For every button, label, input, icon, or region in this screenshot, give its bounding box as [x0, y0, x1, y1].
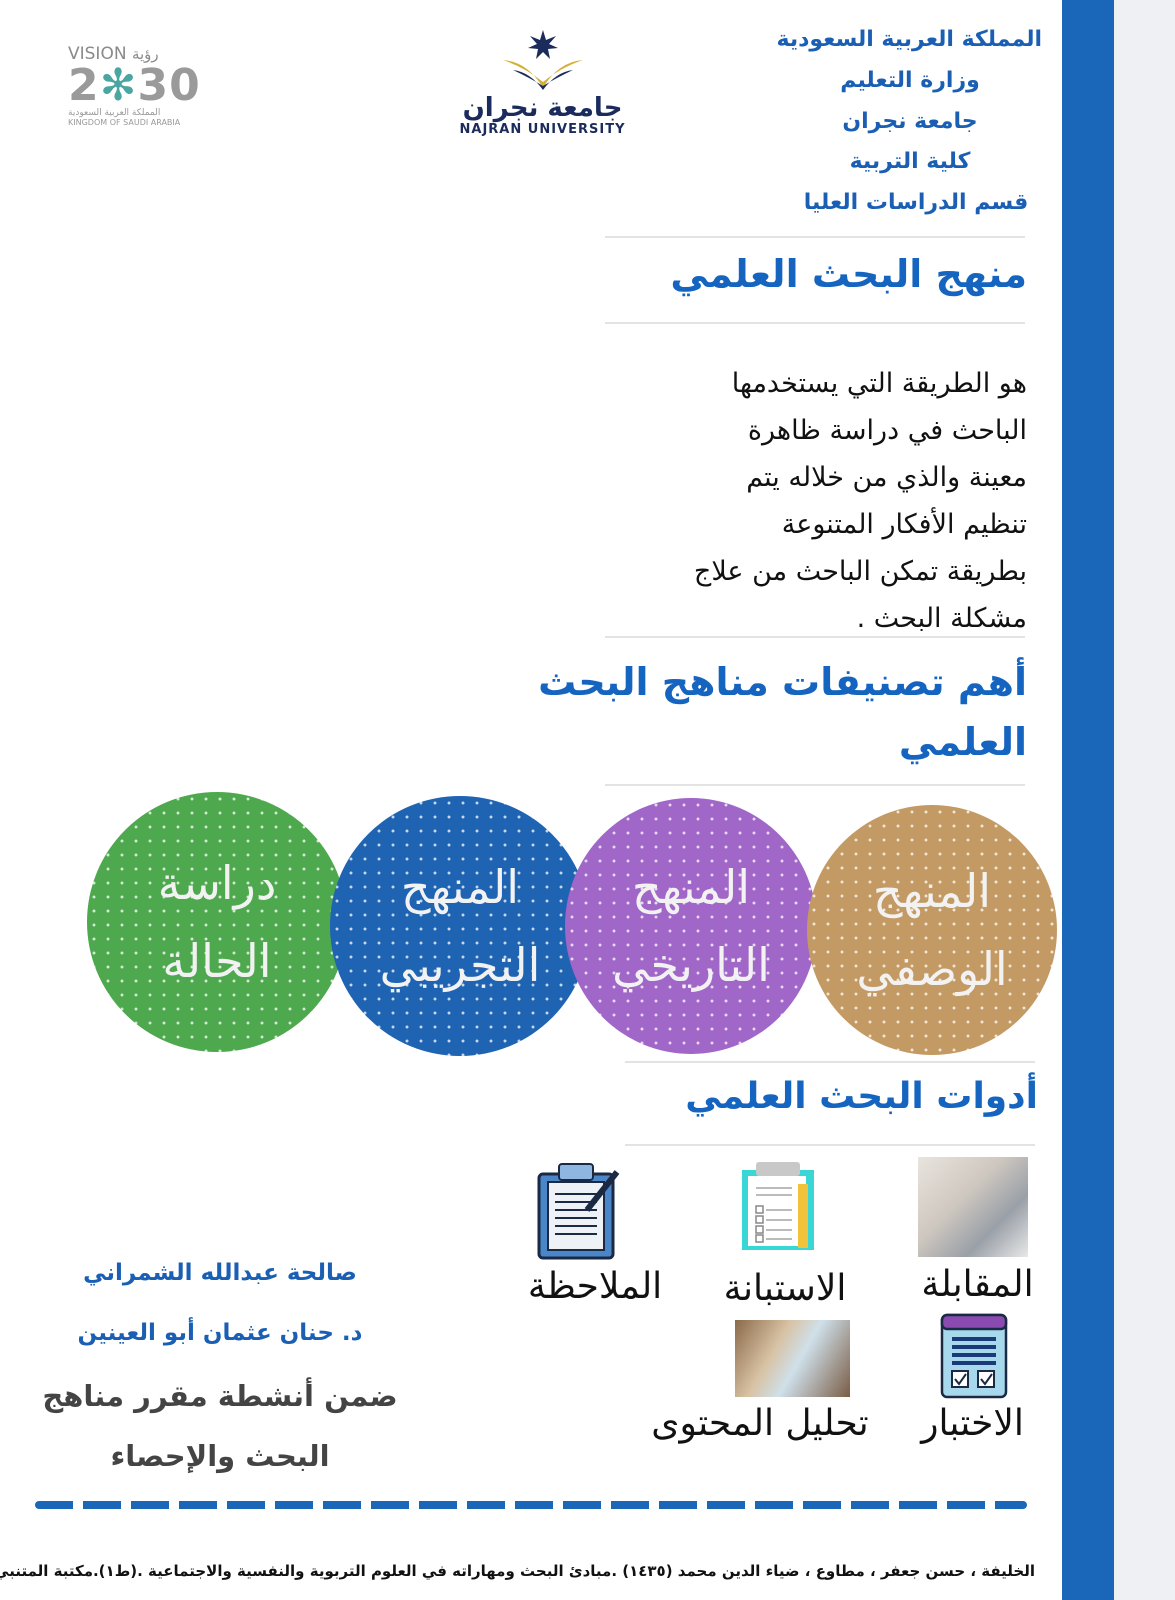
divider: [605, 322, 1025, 324]
divider: [625, 1061, 1035, 1063]
divider: [605, 784, 1025, 786]
supervisor-name: د. حنان عثمان أبو العينين: [77, 1320, 363, 1346]
side-margin: [1114, 0, 1175, 1600]
header-line-department: قسم الدراسات العليا: [803, 190, 1029, 215]
circle-experimental: المنهج التجريبي: [330, 796, 590, 1056]
logo-emblem-icon: [502, 30, 583, 90]
reference-citation: الخليفة ، حسن جعفر ، مطاوع ، ضياء الدين …: [0, 1562, 1035, 1580]
najran-university-logo: جامعة نجران NAJRAN UNIVERSITY: [455, 28, 630, 146]
questionnaire-clipboard-icon: [742, 1162, 814, 1250]
student-name: صالحة عبدالله الشمراني: [83, 1260, 357, 1286]
circle-historical: المنهج التاريخي: [565, 798, 817, 1054]
header-line-university: جامعة نجران: [842, 109, 978, 134]
test-form-icon: [940, 1313, 1008, 1399]
divider: [625, 1144, 1035, 1146]
header-line-kingdom: المملكة العربية السعودية: [776, 27, 1042, 52]
observation-clipboard-icon: [537, 1163, 620, 1260]
section-title-method: منهج البحث العلمي: [670, 252, 1027, 296]
section-title-tools: أدوات البحث العلمي: [685, 1076, 1038, 1117]
side-bar-blue: [1062, 0, 1114, 1600]
tool-label-questionnaire: الاستبانة: [723, 1268, 847, 1309]
header-line-ministry: وزارة التعليم: [840, 68, 980, 93]
circle-case-study: دراسة الحالة: [87, 792, 347, 1052]
divider: [605, 636, 1025, 638]
section-title-classifications: أهم تصنيفات مناهج البحث العلمي: [538, 660, 1027, 764]
interview-photo: [918, 1157, 1028, 1257]
vision-2030-logo: VISION رؤية 2✻30 المملكة العربية السعودي…: [68, 44, 201, 127]
circle-descriptive: المنهج الوصفي: [807, 805, 1057, 1055]
definition-paragraph: هو الطريقة التي يستخدمها الباحث في دراسة…: [693, 368, 1027, 634]
tool-label-interview: المقابلة: [921, 1264, 1034, 1305]
divider: [605, 236, 1025, 238]
course-note: ضمن أنشطة مقرر مناهج البحث والإحصاء: [42, 1379, 398, 1473]
tool-label-observation: الملاحظة: [527, 1266, 663, 1307]
content-analysis-photo: [735, 1320, 850, 1397]
dashed-divider: [35, 1501, 1027, 1509]
tool-label-test: الاختبار: [921, 1403, 1024, 1444]
tool-label-content-analysis: تحليل المحتوى: [651, 1403, 869, 1444]
header-line-college: كلية التربية: [849, 149, 971, 174]
